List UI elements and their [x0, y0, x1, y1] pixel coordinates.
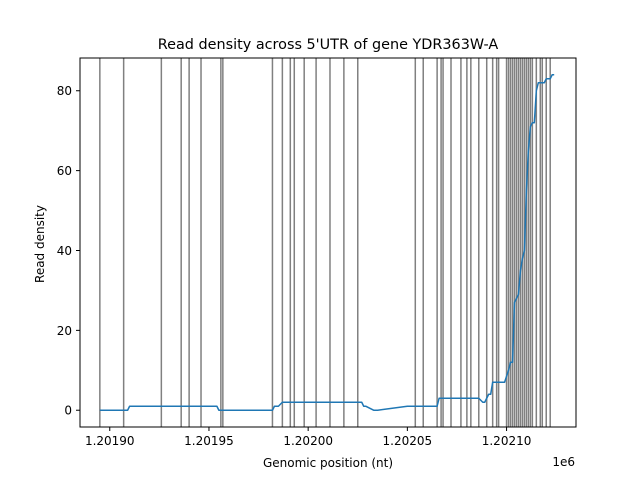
x-axis-ticks: 1.20190 1.20195 1.20200 1.20205 1.20210: [85, 427, 531, 448]
x-axis-offset-label: 1e6: [552, 455, 575, 469]
y-tick-label: 60: [57, 164, 72, 178]
series-line-0: [99, 74, 555, 411]
y-axis-ticks: 0 20 40 60 80: [57, 84, 80, 418]
x-axis-label: Genomic position (nt): [263, 456, 393, 470]
x-tick-label: 1.20200: [283, 434, 333, 448]
y-tick-label: 0: [64, 404, 72, 418]
series-layer: [99, 74, 555, 411]
x-tick-label: 1.20195: [184, 434, 234, 448]
chart-title: Read density across 5'UTR of gene YDR363…: [158, 37, 499, 53]
plot-frame: [79, 57, 577, 428]
marker-lines: [99, 58, 551, 427]
y-axis-label: Read density: [33, 205, 47, 283]
y-tick-label: 40: [57, 244, 72, 258]
x-tick-label: 1.20190: [85, 434, 135, 448]
y-tick-label: 20: [57, 324, 72, 338]
y-tick-label: 80: [57, 84, 72, 98]
x-tick-label: 1.20205: [383, 434, 433, 448]
x-tick-label: 1.20210: [482, 434, 532, 448]
